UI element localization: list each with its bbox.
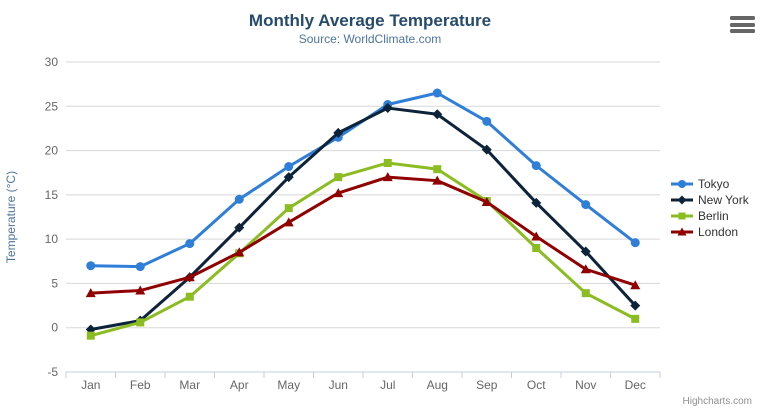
x-axis-label: May [277,378,300,392]
legend-item-new-york[interactable]: New York [671,192,749,208]
data-point-marker[interactable] [580,264,591,274]
data-point-marker[interactable] [481,196,492,206]
data-point-marker[interactable] [334,173,343,182]
series-tokyo [86,88,640,272]
legend-marker-triangle-icon [671,227,693,236]
data-point-marker[interactable] [135,262,145,272]
legend-marker-circle-icon [671,180,693,188]
y-axis-label: 15 [45,188,59,202]
data-point-marker [677,227,687,236]
y-axis-title: Temperature (°C) [4,171,18,263]
data-point-marker[interactable] [86,261,96,271]
legend-marker-diamond-icon [671,195,693,205]
legend-marker-square-icon [671,212,693,220]
series-line-london [89,175,637,295]
legend-label: Tokyo [698,177,730,191]
data-point-marker[interactable] [234,222,245,233]
x-axis-label: Dec [625,378,646,392]
data-point-marker[interactable] [482,116,492,126]
x-axis-label: Jan [81,378,100,392]
series-line-berlin [89,161,637,338]
data-point-marker[interactable] [433,165,442,174]
chart-subtitle: Source: WorldClimate.com [298,32,442,46]
data-point-marker[interactable] [580,246,591,257]
data-point-marker[interactable] [234,247,245,257]
y-axis-label: 20 [45,144,59,158]
data-point-marker[interactable] [284,204,293,213]
x-axis-label: Sep [476,378,498,392]
x-axis-label: Aug [427,378,448,392]
data-point-marker[interactable] [382,103,393,114]
credits-link[interactable]: Highcharts.com [682,396,752,407]
y-axis-label: 30 [45,55,59,69]
data-point-marker[interactable] [234,194,244,204]
data-point-marker [677,195,687,205]
data-point-marker[interactable] [185,239,195,249]
data-point-marker[interactable] [630,300,641,311]
x-axis-label: Feb [130,378,151,392]
legend-item-berlin[interactable]: Berlin [671,208,749,224]
data-point-marker[interactable] [135,285,146,295]
series-london [85,172,641,298]
legend: Tokyo New York Berlin London [671,176,749,240]
data-point-marker[interactable] [630,280,641,290]
data-point-marker[interactable] [333,127,344,138]
y-axis-label: 25 [45,99,59,113]
series-line-new-york [89,106,637,331]
y-axis-label: 10 [45,232,59,246]
x-axis-label: Jul [380,378,395,392]
y-axis-label: 0 [51,321,58,335]
legend-label: London [698,225,739,239]
legend-item-tokyo[interactable]: Tokyo [671,176,749,192]
data-point-marker[interactable] [283,217,294,227]
data-point-marker[interactable] [532,244,541,252]
legend-item-london[interactable]: London [671,224,749,240]
data-point-marker[interactable] [481,144,492,155]
data-point-marker[interactable] [581,200,591,210]
data-point-marker[interactable] [333,188,344,198]
legend-label: Berlin [698,209,729,223]
data-point-marker[interactable] [432,175,443,185]
data-point-marker[interactable] [432,109,443,120]
data-point-marker[interactable] [630,238,640,248]
x-axis-label: Oct [527,378,546,392]
data-point-marker[interactable] [85,288,96,298]
data-point-marker[interactable] [531,161,541,171]
data-point-marker[interactable] [531,231,542,241]
x-axis-label: Nov [575,378,596,392]
x-axis-label: Mar [179,378,200,392]
data-point-marker[interactable] [185,292,194,301]
chart-title: Monthly Average Temperature [248,11,492,30]
data-point-marker[interactable] [581,289,590,298]
data-point-marker[interactable] [382,172,393,182]
data-point-marker[interactable] [184,272,195,282]
data-point-marker[interactable] [136,318,145,327]
x-axis-label: Jun [329,378,348,392]
y-axis-label: 5 [51,276,58,290]
series-new-york [85,103,641,335]
data-point-marker[interactable] [531,197,542,208]
data-point-marker[interactable] [383,158,392,167]
legend-label: New York [698,193,749,207]
data-point-marker[interactable] [432,88,442,98]
hamburger-menu-icon[interactable] [730,16,756,33]
data-point-marker[interactable] [631,314,640,323]
y-axis-label: -5 [47,365,58,379]
data-point-marker[interactable] [284,162,294,172]
data-point-marker[interactable] [283,172,294,183]
x-axis-label: Apr [230,378,249,392]
data-point-marker [678,212,686,220]
series-berlin [86,158,640,340]
data-point-marker [678,180,686,188]
data-point-marker[interactable] [86,331,95,340]
